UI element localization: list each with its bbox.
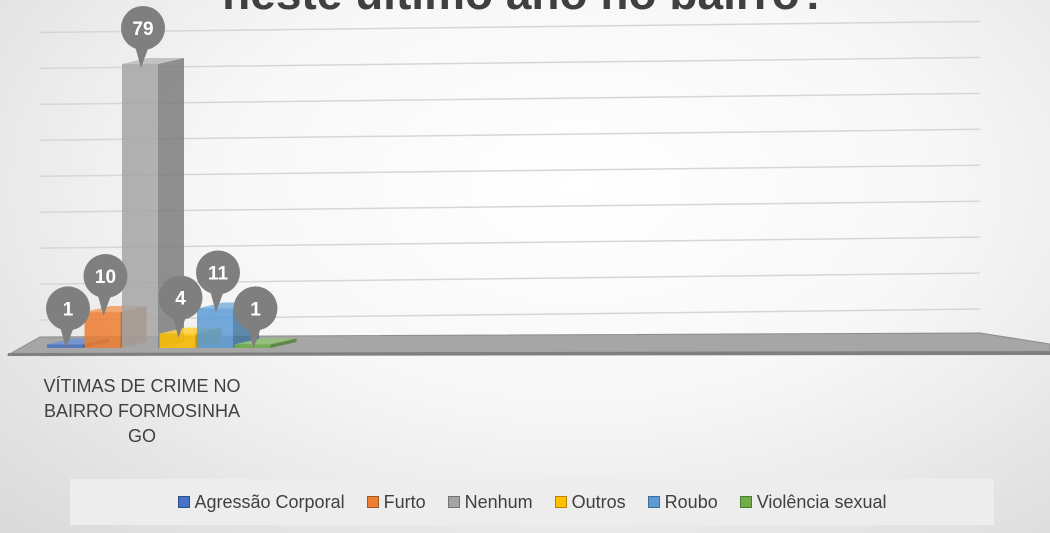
legend-label: Agressão Corporal [194,491,345,512]
bar [234,338,297,348]
gridline [39,200,981,213]
legend: Agressão Corporal Furto Nenhum Outros Roubo V… [70,479,994,525]
data-label-text: 79 [132,19,153,40]
category-label-line: GO [127,426,156,446]
chart-title: neste último ano no bairro? [0,0,1050,20]
legend-item: Nenhum [447,491,533,513]
floor-edge [8,351,1050,356]
gridline [39,308,981,321]
bar [122,58,184,348]
legend-item: Furto [366,491,426,513]
data-label: 79 [121,6,165,68]
data-label: 11 [196,250,240,313]
gridline [39,272,981,285]
legend-item: Violência sexual [739,491,887,513]
data-label-text: 11 [208,263,229,284]
data-label: 1 [233,286,278,349]
data-label-text: 1 [63,299,74,320]
category-label-line: VÍTIMAS DE CRIME NO [43,376,241,396]
category-label: VÍTIMAS DE CRIME NO BAIRRO FORMOSINHA GO [18,374,266,449]
legend-swatch [554,496,567,508]
legend-swatch [177,496,190,508]
gridline [39,236,981,249]
gridline [39,56,981,70]
gridline [39,92,981,106]
legend-swatch [366,496,379,508]
legend-item: Outros [554,491,626,513]
legend-swatch [739,496,752,508]
data-label-text: 4 [175,289,186,310]
legend-item: Roubo [647,491,718,513]
legend-swatch [647,496,660,508]
bars [47,58,297,348]
gridline [39,20,981,34]
data-label: 1 [46,286,90,349]
gridline [39,128,981,142]
data-label-text: 10 [95,267,116,288]
legend-swatch [447,496,460,508]
category-label-line: BAIRRO FORMOSINHA [43,401,240,421]
legend-item: Agressão Corporal [177,491,345,513]
data-label: 10 [83,254,128,317]
legend-label: Nenhum [464,491,533,512]
legend-label: Furto [383,491,426,512]
data-label-text: 1 [250,299,261,320]
legend-label: Violência sexual [756,491,887,512]
data-label: 4 [158,275,203,338]
gridline [39,164,981,178]
legend-label: Roubo [664,491,718,512]
legend-label: Outros [571,491,626,512]
